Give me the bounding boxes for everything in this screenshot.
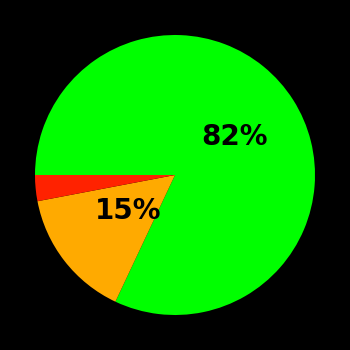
- Wedge shape: [35, 175, 175, 201]
- Text: 82%: 82%: [201, 124, 267, 152]
- Wedge shape: [37, 175, 175, 302]
- Text: 15%: 15%: [95, 197, 162, 225]
- Wedge shape: [35, 35, 315, 315]
